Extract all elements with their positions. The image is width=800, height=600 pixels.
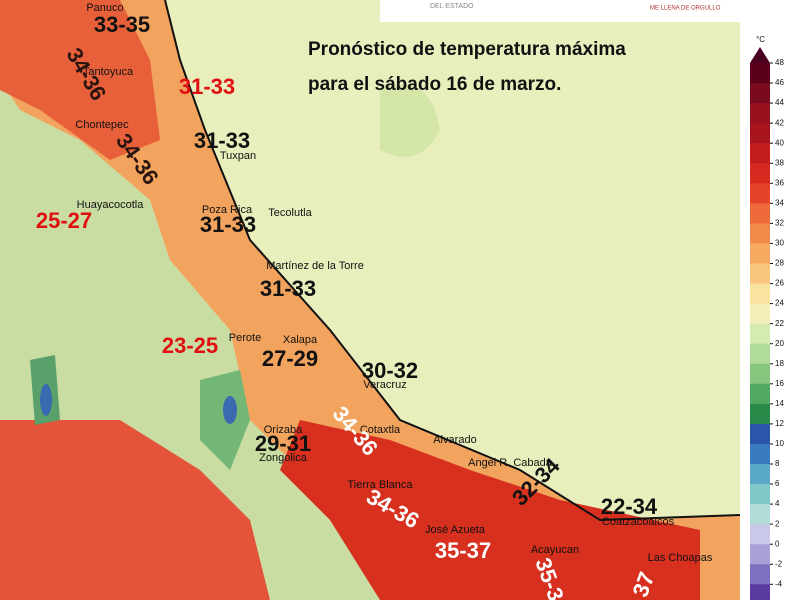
colorbar-band xyxy=(750,464,770,485)
place-label: Zongolica xyxy=(259,452,308,464)
forecast-label: 35-37 xyxy=(435,538,491,563)
colorbar-band xyxy=(750,223,770,244)
title-line: para el sábado 16 de marzo. xyxy=(308,74,561,95)
colorbar-band xyxy=(750,143,770,164)
colorbar-arrow xyxy=(750,47,770,63)
colorbar-tick-label: -4 xyxy=(775,579,783,588)
title-line: Pronóstico de temperatura máxima xyxy=(308,39,626,60)
colorbar-band xyxy=(750,163,770,184)
forecast-label: 31-33 xyxy=(200,212,256,237)
colorbar-tick-label: 22 xyxy=(775,319,784,328)
forecast-label: 27-29 xyxy=(262,346,318,371)
colorbar-tick-label: 0 xyxy=(775,539,780,548)
colorbar-tick-label: 8 xyxy=(775,459,780,468)
place-label: Tecolutla xyxy=(268,207,312,219)
place-label: Veracruz xyxy=(363,379,406,391)
colorbar-tick-label: 42 xyxy=(775,118,784,127)
forecast-label: 31-33 xyxy=(260,276,316,301)
place-label: Huayacocotla xyxy=(77,199,145,211)
forecast-label: 29-31 xyxy=(255,431,311,456)
colorbar-band xyxy=(750,383,770,405)
colorbar-tick-label: 10 xyxy=(775,439,784,448)
colorbar-tick-label: 12 xyxy=(775,419,784,428)
colorbar-tick-label: 36 xyxy=(775,178,784,187)
colorbar-band xyxy=(750,203,770,224)
forecast-label: 23-25 xyxy=(162,333,218,358)
colorbar-tick-label: 32 xyxy=(775,219,784,228)
colorbar-tick-label: 2 xyxy=(775,519,780,528)
colorbar-tick-label: 44 xyxy=(775,98,784,107)
place-label: Xalapa xyxy=(283,334,318,346)
forecast-label: 30-32 xyxy=(362,358,418,383)
place-label: Las Choapas xyxy=(648,552,713,564)
colorbar-tick-label: 46 xyxy=(775,78,784,87)
place-label: Tuxpan xyxy=(220,150,256,162)
colorbar-tick-label: 38 xyxy=(775,158,784,167)
colorbar-band xyxy=(750,504,770,525)
colorbar-tick-label: 20 xyxy=(775,339,784,348)
forecast-label: 22-34 xyxy=(601,494,658,519)
place-label: Poza Rica xyxy=(202,204,253,216)
forecast-label: 33-35 xyxy=(94,12,150,37)
colorbar-band xyxy=(750,243,770,264)
colorbar-tick-label: 14 xyxy=(775,399,784,408)
colorbar-tick-label: 6 xyxy=(775,479,780,488)
colorbar-band xyxy=(750,343,770,365)
colorbar-tick-label: 34 xyxy=(775,198,784,207)
place-label: Acayucan xyxy=(531,544,579,556)
map-background xyxy=(0,0,740,600)
colorbar-band xyxy=(750,544,770,565)
place-label: Angel R. Cabada xyxy=(468,457,553,469)
colorbar-band xyxy=(750,123,770,144)
colorbar-band xyxy=(750,83,770,104)
place-label: Chontepec xyxy=(75,119,129,131)
colorbar-band xyxy=(750,484,770,505)
forecast-label: 31-33 xyxy=(179,74,235,99)
colorbar-tick-label: 18 xyxy=(775,359,784,368)
colorbar-tick-label: 16 xyxy=(775,379,784,388)
colorbar-band xyxy=(750,263,770,285)
colorbar-tick-label: 26 xyxy=(775,279,784,288)
header-right: ME LLENA DE ORGULLO xyxy=(650,6,721,12)
place-label: Tierra Blanca xyxy=(347,479,413,491)
colorbar-band xyxy=(750,103,770,124)
place-label: Cotaxtla xyxy=(360,424,401,436)
place-label: Perote xyxy=(229,332,261,344)
place-label: José Azueta xyxy=(425,524,486,536)
colorbar-band xyxy=(750,363,770,385)
colorbar-unit: °C xyxy=(756,35,765,44)
colorbar-band xyxy=(750,403,770,425)
colorbar-band xyxy=(750,63,770,84)
colorbar-band xyxy=(750,564,770,585)
colorbar-tick-label: 48 xyxy=(775,58,784,67)
place-label: Martínez de la Torre xyxy=(266,260,364,272)
place-label: Panuco xyxy=(86,2,123,14)
colorbar-tick-label: 30 xyxy=(775,239,784,248)
colorbar-band xyxy=(750,443,770,465)
header-left: DEL ESTADO xyxy=(430,3,474,10)
place-label: Coatzacoalcos xyxy=(602,516,675,528)
colorbar-band xyxy=(750,183,770,204)
colorbar-tick-label: 4 xyxy=(775,499,780,508)
colorbar-band xyxy=(750,584,770,600)
colorbar-tick-label: 40 xyxy=(775,138,784,147)
place-label: Orizaba xyxy=(264,424,303,436)
forecast-label: 25-27 xyxy=(36,208,92,233)
forecast-label: 31-33 xyxy=(194,128,250,153)
colorbar-band xyxy=(750,524,770,545)
place-label: Tantoyuca xyxy=(83,66,134,78)
colorbar-band xyxy=(750,423,770,445)
colorbar-band xyxy=(750,303,770,325)
colorbar-tick-label: 28 xyxy=(775,259,784,268)
colorbar-tick-label: 24 xyxy=(775,299,784,308)
place-label: Alvarado xyxy=(433,434,476,446)
colorbar-band xyxy=(750,323,770,345)
colorbar-band xyxy=(750,283,770,305)
colorbar-tick-label: -2 xyxy=(775,559,783,568)
